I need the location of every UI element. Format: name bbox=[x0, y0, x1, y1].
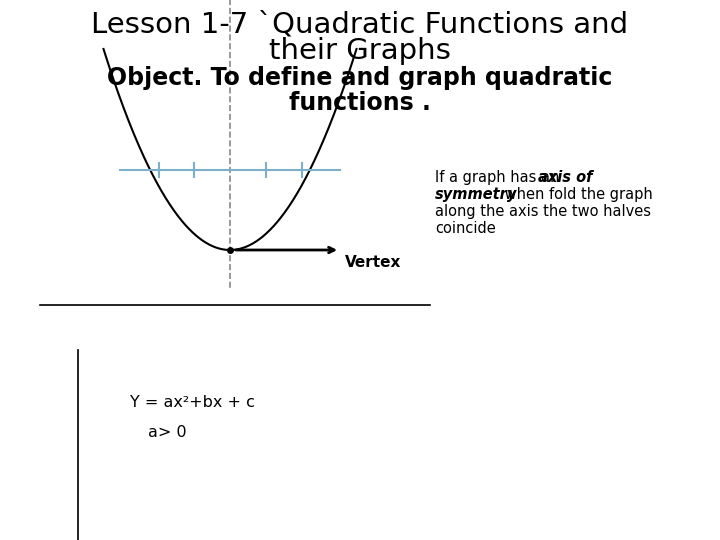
Text: Y = ax²+bx + c: Y = ax²+bx + c bbox=[130, 395, 255, 410]
Text: axis of: axis of bbox=[538, 170, 593, 185]
Text: functions .: functions . bbox=[289, 91, 431, 115]
Text: Object. To define and graph quadratic: Object. To define and graph quadratic bbox=[107, 66, 613, 90]
Text: along the axis the two halves: along the axis the two halves bbox=[435, 204, 651, 219]
Text: Lesson 1-7 `Quadratic Functions and: Lesson 1-7 `Quadratic Functions and bbox=[91, 10, 629, 38]
Text: If a graph has an: If a graph has an bbox=[435, 170, 564, 185]
Text: coincide: coincide bbox=[435, 221, 496, 236]
Text: a> 0: a> 0 bbox=[148, 425, 186, 440]
Text: their Graphs: their Graphs bbox=[269, 37, 451, 65]
Text: symmetry: symmetry bbox=[435, 187, 518, 202]
Text: Vertex: Vertex bbox=[345, 255, 401, 270]
Text: when fold the graph: when fold the graph bbox=[500, 187, 653, 202]
